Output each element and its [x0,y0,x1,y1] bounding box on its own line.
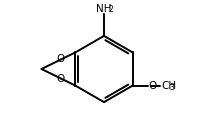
Text: 3: 3 [169,83,174,92]
Text: O: O [148,81,157,91]
Text: O: O [56,54,64,64]
Text: NH: NH [96,4,112,14]
Text: 2: 2 [109,6,114,14]
Text: O: O [56,74,64,84]
Text: CH: CH [161,81,176,91]
